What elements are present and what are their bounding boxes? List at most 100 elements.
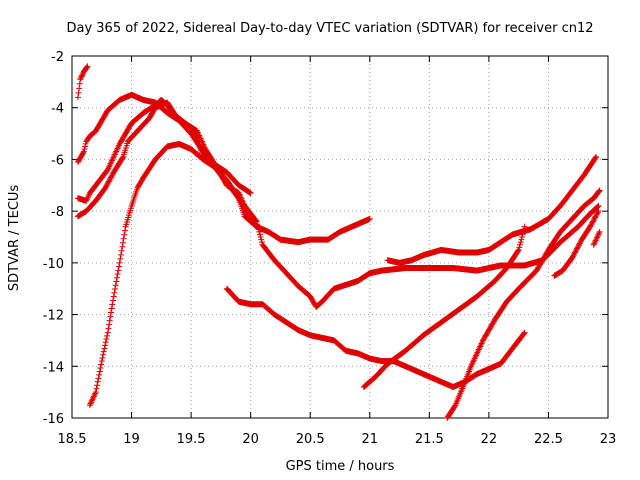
x-axis-label: GPS time / hours [286,459,395,474]
data-point [576,241,583,248]
data-point [521,329,528,336]
data-point [112,282,119,289]
data-point [569,253,576,260]
data-point [591,214,598,221]
data-point [79,71,86,78]
data-point [594,233,601,240]
data-point [120,235,127,242]
data-point [106,321,113,328]
y-tick-label: -4 [51,102,64,117]
data-point [589,218,596,225]
data-point [451,403,458,410]
data-point [113,274,120,281]
series-trace-k [590,228,603,248]
data-point [92,390,99,397]
data-point [589,219,596,226]
series-trace-i [444,187,603,421]
data-point [108,309,115,316]
data-point [76,80,83,87]
y-tick-label: -16 [43,412,64,427]
data-point [116,259,123,266]
data-point [575,243,582,250]
data-point [106,317,113,324]
series-trace-f [223,285,528,390]
data-point [88,399,95,406]
data-point [94,378,101,385]
data-point [254,221,261,228]
data-point [87,400,94,407]
data-point [590,241,597,248]
y-tick-label: -10 [43,257,64,272]
data-point [590,217,597,224]
data-point [573,246,580,253]
data-point [74,94,81,101]
data-point [587,223,594,230]
data-point [110,297,117,304]
data-point [593,212,600,219]
data-point [242,206,249,213]
data-point [107,174,114,181]
data-point [75,89,82,96]
data-point [592,238,599,245]
series-trace-h [384,153,600,266]
data-point [102,342,109,349]
data-point [244,211,251,218]
data-point [247,217,254,224]
data-point [103,335,110,342]
data-point [104,180,111,187]
axes: 18.5 19 19.5 20 20.5 21 21.5 22 22.5 23 -2 -4 -6 -8 -1… [43,50,617,447]
data-point [106,177,113,184]
data-point [572,248,579,255]
data-point [256,228,263,235]
data-point [366,215,373,222]
data-point [596,230,602,237]
data-point [516,241,523,248]
data-point [111,289,118,296]
data-point [90,394,97,401]
data-point [90,393,97,400]
data-point [257,234,264,240]
data-point [115,263,122,270]
data-point [121,231,128,238]
data-point [93,385,100,392]
data-point [121,227,128,234]
data-point [245,214,252,221]
data-point [258,236,265,243]
data-point [520,330,527,337]
data-point [119,243,126,250]
data-point [104,329,111,336]
data-point [108,173,115,180]
data-point [98,358,105,365]
data-marks [74,63,603,421]
data-point [80,148,87,155]
data-point [569,254,576,261]
y-tick-label: -6 [51,153,64,168]
data-point [515,246,522,253]
data-point [255,226,262,233]
y-tick-label: -8 [51,205,64,220]
data-point [105,179,112,186]
data-point [518,236,525,243]
data-point [79,72,86,79]
data-point [577,239,584,246]
data-point [517,239,524,246]
data-point [105,325,112,332]
data-point [78,73,85,80]
data-point [593,153,600,160]
data-point [246,215,253,222]
data-point [77,76,84,83]
data-point [117,251,124,258]
data-point [594,210,601,217]
data-point [104,332,111,339]
data-point [571,249,578,256]
data-point [119,154,126,161]
series-trace-d [74,99,254,220]
data-point [112,286,119,293]
data-point [570,252,577,259]
y-tick-label: -14 [43,360,64,375]
x-tick-label: 20 [242,432,259,447]
chart-title: Day 365 of 2022, Sidereal Day-to-day VTE… [66,21,593,36]
data-point [81,146,88,153]
plot-frame [71,55,609,419]
